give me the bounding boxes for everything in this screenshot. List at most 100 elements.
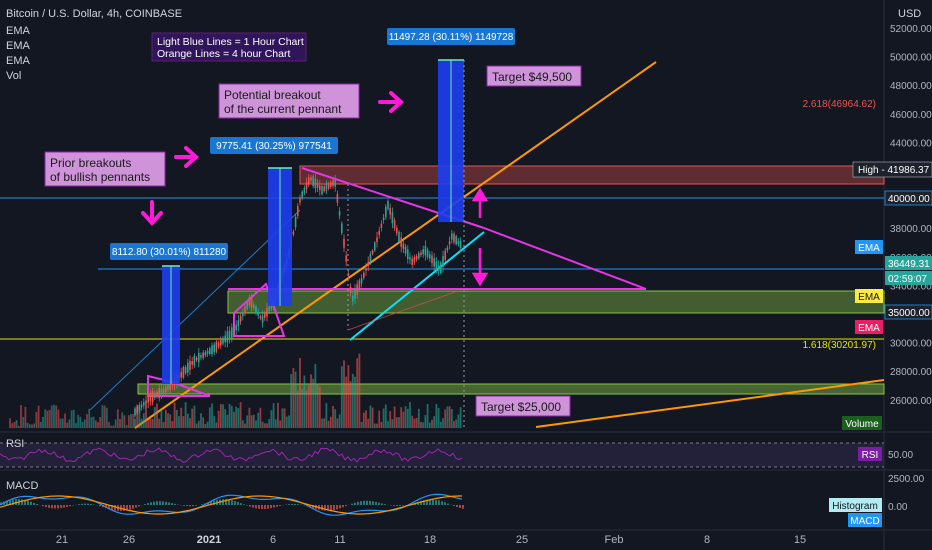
indicator-ema-1[interactable]: EMA [6,25,31,37]
ema-badge-2[interactable] [855,289,883,303]
rsi-band [0,443,884,467]
volume-bar [125,424,128,428]
ema-badge-1[interactable] [855,240,883,254]
macd-badge[interactable] [848,513,882,527]
indicator-ema-3[interactable]: EMA [6,55,31,67]
volume-bar [380,421,383,428]
histogram-badge[interactable] [829,498,882,512]
volume-bar [299,358,301,428]
macd-hist-bar [138,505,140,507]
level-35000-badge[interactable] [884,304,932,320]
symbol-title[interactable]: Bitcoin / U.S. Dollar, 4h, COINBASE [6,8,182,20]
macd-hist-bar [30,501,32,505]
candle-body [345,255,347,262]
volume-bar [261,421,264,428]
macd-hist-bar [54,505,56,509]
candle-body [431,255,433,264]
price-tick: 34000.00 [890,281,932,292]
volume-bar [217,410,220,428]
macd-hist-bar [21,499,23,505]
candle-body [380,223,383,228]
volume-bar [145,402,147,428]
indicator-vol[interactable]: Vol [6,70,21,82]
price-axis[interactable]: 52000.00 50000.00 48000.00 46000.00 44000.00… [890,24,932,407]
candle-body [413,257,416,263]
time-tick: Feb [605,534,624,546]
volume-bar [457,414,460,428]
volume-bar [358,353,361,428]
currency-label[interactable]: USD [898,8,921,20]
countdown-badge[interactable] [885,271,932,285]
time-axis[interactable]: 21 26 2021 6 11 18 25 Feb 8 15 [56,534,806,546]
macd-hist-bar [396,505,398,507]
orange-trendline-main [134,61,657,429]
volume-bar [193,405,196,428]
volume-bar [270,410,273,428]
potential-line-1: Potential breakout [224,88,321,102]
candle-body [237,320,240,327]
prior-line-2: of bullish pennants [50,170,150,184]
high-badge[interactable] [852,161,932,178]
volume-bar [99,416,102,428]
candle-body [297,206,299,216]
volume-bar [224,409,227,428]
target-down-box [475,395,571,417]
candle-body [145,400,147,403]
volume-bar [37,405,40,428]
candle-body [354,289,356,299]
rsi-badge[interactable] [858,447,882,461]
volume-bar [404,406,407,428]
volume-bar [206,421,209,428]
volume-bar [455,419,458,428]
volume-bar [208,407,211,428]
macd-hist-bar [171,503,173,505]
candle-body [198,352,200,363]
volume-bar [329,416,332,428]
volume-bar [13,422,16,428]
volume-bar [26,422,29,428]
macd-hist-bar [123,505,125,511]
macd-hist-bar [129,505,131,510]
ema-badge-3[interactable] [855,320,883,334]
time-tick: 15 [794,534,806,546]
candle-body [239,316,242,322]
volume-bar [153,406,156,428]
candle-body [134,408,136,416]
volume-bar [266,423,268,428]
legend-box [151,32,307,62]
volume-bar [11,423,14,428]
macd-label[interactable]: MACD [6,480,38,492]
candle-body [138,405,141,411]
last-price-badge-label: 36449.31 [888,259,930,270]
last-price-badge[interactable] [885,256,932,270]
macd-hist-bar [267,505,269,509]
volume-bar [417,408,420,428]
volume-bar [132,414,135,428]
candle-body [301,191,303,199]
candle-body [418,253,420,259]
macd-hist-bar [210,501,212,505]
rsi-label[interactable]: RSI [6,438,24,450]
candle-body [400,237,402,247]
volume-bar [228,403,231,428]
macd-hist-bar [453,505,455,506]
candle-body [323,186,325,192]
price-tick: 46000.00 [890,110,932,121]
candle-body [259,316,262,319]
volume-bar [200,413,202,428]
macd-hist-bar [339,505,341,509]
volume-badge[interactable] [842,416,882,430]
macd-hist-bar [153,501,155,505]
volume-bar [400,407,403,428]
macd-hist-bar [78,504,80,505]
volume-bar [389,411,392,428]
volume-bar [259,407,262,428]
candle-body [459,241,462,249]
candle-body [222,337,224,344]
level-40000-badge-label: 40000.00 [888,194,930,205]
level-40000-badge[interactable] [884,190,932,206]
volume-bar [103,405,106,428]
indicator-ema-2[interactable]: EMA [6,40,31,52]
